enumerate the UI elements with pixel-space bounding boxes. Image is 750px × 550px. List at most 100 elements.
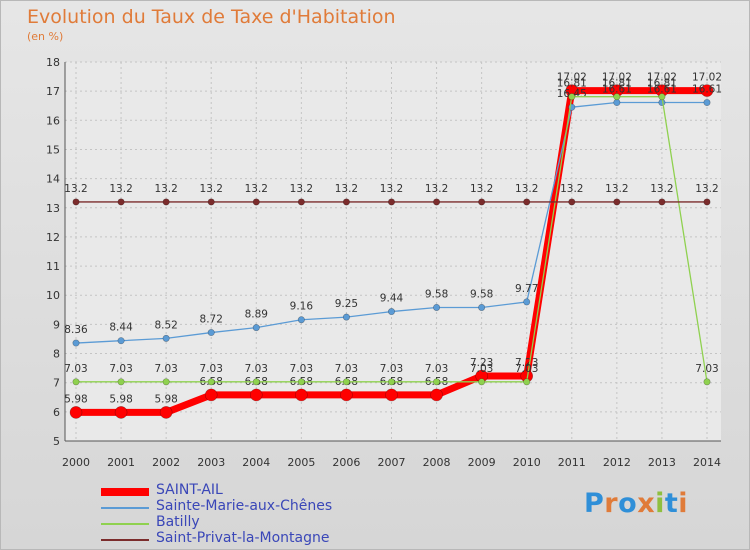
y-tick-label: 14 bbox=[46, 173, 60, 186]
x-tick-label: 2000 bbox=[62, 456, 90, 469]
x-tick-label: 2006 bbox=[332, 456, 360, 469]
data-label: 9.44 bbox=[380, 293, 404, 305]
data-label: 7.03 bbox=[245, 363, 268, 375]
data-label: 7.03 bbox=[335, 363, 358, 375]
x-tick-label: 2009 bbox=[468, 456, 496, 469]
data-point bbox=[478, 303, 486, 311]
data-point bbox=[523, 298, 531, 306]
data-point bbox=[433, 378, 441, 386]
data-point bbox=[342, 378, 350, 386]
data-point bbox=[72, 198, 80, 206]
data-label: 7.23 bbox=[515, 357, 538, 369]
y-tick-label: 7 bbox=[53, 377, 60, 390]
data-point bbox=[387, 198, 395, 206]
data-label: 13.2 bbox=[515, 183, 538, 195]
legend-label: Batilly bbox=[156, 514, 200, 530]
y-tick-label: 13 bbox=[46, 202, 60, 215]
x-tick-label: 2002 bbox=[152, 456, 180, 469]
data-label: 8.72 bbox=[200, 314, 223, 326]
data-label: 13.2 bbox=[109, 183, 132, 195]
y-tick-label: 16 bbox=[46, 114, 60, 127]
data-point bbox=[117, 337, 125, 345]
logo-letter: i bbox=[655, 488, 665, 519]
data-point bbox=[613, 99, 621, 107]
data-label: 13.2 bbox=[470, 183, 493, 195]
y-tick-label: 12 bbox=[46, 231, 60, 244]
data-label: 13.2 bbox=[560, 183, 583, 195]
series-sainte-marie-aux-chenes: 8.36 8.44 8.52 8.72 8.89 9.16 9.25 9.44 9.58 9.58… bbox=[64, 84, 722, 347]
data-label: 5.98 bbox=[109, 393, 132, 405]
data-label: 8.89 bbox=[245, 309, 268, 321]
data-label: 7.03 bbox=[515, 363, 538, 375]
data-label: 7.03 bbox=[695, 363, 718, 375]
data-point bbox=[114, 406, 128, 419]
y-tick-label: 6 bbox=[53, 406, 60, 419]
data-point bbox=[433, 303, 441, 311]
data-label: 17.02 bbox=[602, 72, 632, 84]
data-label: 13.2 bbox=[605, 183, 628, 195]
data-point bbox=[252, 378, 260, 386]
data-point bbox=[72, 339, 80, 347]
x-tick-label: 2004 bbox=[242, 456, 270, 469]
data-label: 5.98 bbox=[154, 393, 177, 405]
data-point bbox=[252, 324, 260, 332]
data-label: 13.2 bbox=[290, 183, 313, 195]
y-tick-label: 10 bbox=[46, 289, 60, 302]
data-point bbox=[700, 84, 714, 97]
data-point bbox=[703, 198, 711, 206]
data-label: 13.2 bbox=[335, 183, 358, 195]
y-tick-label: 17 bbox=[46, 85, 60, 98]
data-point bbox=[703, 378, 711, 386]
x-tick-label: 2011 bbox=[558, 456, 586, 469]
data-point bbox=[478, 378, 486, 386]
logo-letter: t bbox=[664, 488, 679, 519]
data-point bbox=[342, 198, 350, 206]
data-point bbox=[162, 378, 170, 386]
legend-label: SAINT-AIL bbox=[156, 482, 223, 498]
data-label: 16.61 bbox=[692, 84, 722, 96]
data-label: 7.03 bbox=[64, 363, 87, 375]
data-point bbox=[658, 93, 666, 101]
plot-area bbox=[65, 62, 721, 441]
data-point bbox=[72, 378, 80, 386]
data-point bbox=[207, 329, 215, 337]
data-point bbox=[297, 316, 305, 324]
data-point bbox=[523, 378, 531, 386]
data-point bbox=[342, 313, 350, 321]
data-label: 13.2 bbox=[200, 183, 223, 195]
data-point bbox=[568, 93, 576, 101]
data-label: 13.2 bbox=[380, 183, 403, 195]
data-point bbox=[252, 198, 260, 206]
data-label: 16.61 bbox=[647, 84, 677, 96]
x-tick-label: 2007 bbox=[378, 456, 406, 469]
data-label: 17.02 bbox=[692, 72, 722, 84]
data-label: 7.03 bbox=[290, 363, 313, 375]
data-label: 16.81 bbox=[557, 78, 587, 90]
data-point bbox=[658, 198, 666, 206]
data-label: 8.36 bbox=[64, 324, 88, 336]
legend-swatch bbox=[101, 523, 149, 525]
data-label: 13.2 bbox=[245, 183, 268, 195]
data-label: 9.16 bbox=[290, 301, 314, 313]
data-label: 13.2 bbox=[154, 183, 177, 195]
x-tick-label: 2008 bbox=[423, 456, 451, 469]
data-point bbox=[159, 406, 173, 419]
y-tick-label: 9 bbox=[53, 318, 60, 331]
data-point bbox=[295, 388, 308, 402]
series-batilly: 7.03 7.03 7.03 7.03 7.03 7.03 7.03 7.03 7.03 7.03… bbox=[64, 78, 719, 386]
data-label: 13.2 bbox=[425, 183, 448, 195]
data-label: 13.2 bbox=[650, 183, 673, 195]
data-point bbox=[117, 378, 125, 386]
data-label: 17.02 bbox=[647, 72, 677, 84]
legend-label: Saint-Privat-la-Montagne bbox=[156, 530, 330, 546]
data-point bbox=[568, 198, 576, 206]
proxiti-logo: Proxiti bbox=[584, 488, 688, 519]
data-label: 9.25 bbox=[335, 298, 358, 310]
y-tick-label: 8 bbox=[53, 348, 60, 361]
data-label: 16.81 bbox=[602, 78, 632, 90]
data-label: 5.98 bbox=[64, 393, 87, 405]
y-tick-label: 11 bbox=[46, 260, 60, 273]
data-point bbox=[613, 198, 621, 206]
data-point bbox=[297, 198, 305, 206]
